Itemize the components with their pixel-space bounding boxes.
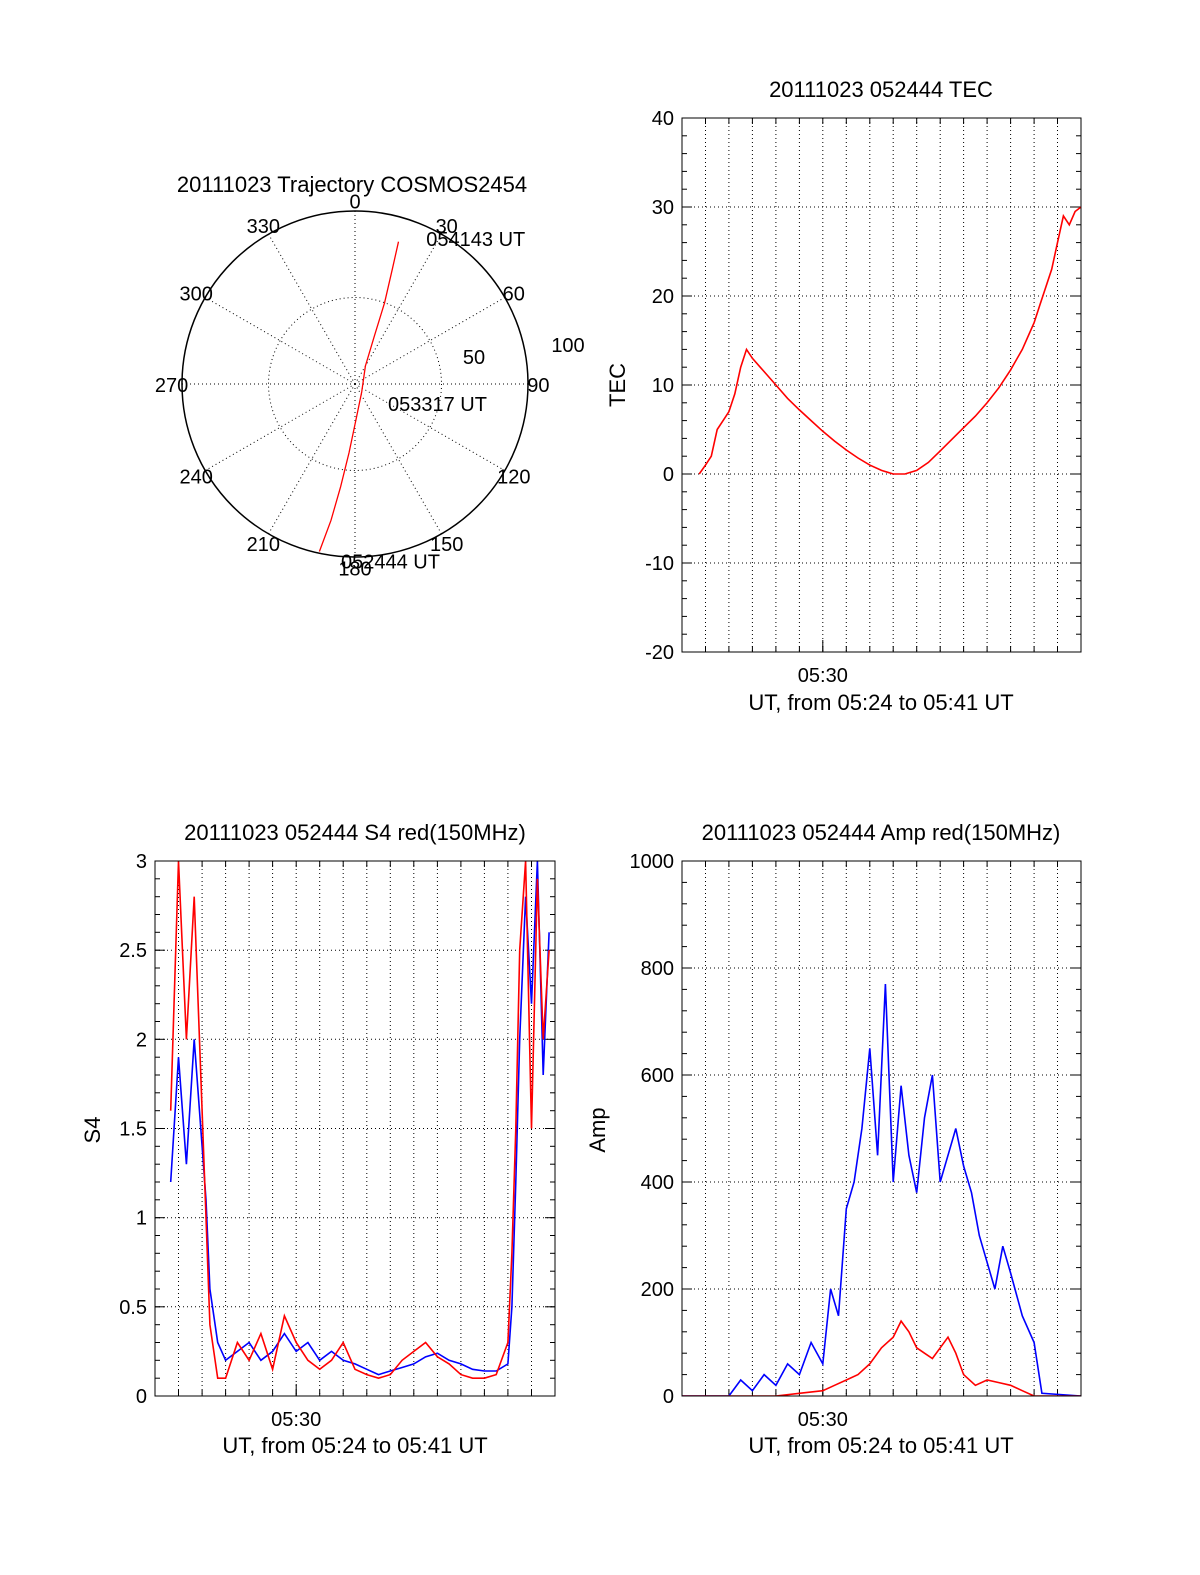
amp-series-line [682,1319,1081,1396]
s4-series-line [169,861,550,1376]
polar-title: 20111023 Trajectory COSMOS2454 [177,172,527,197]
tec-xlabel: UT, from 05:24 to 05:41 UT [748,690,1013,715]
s4-title: 20111023 052444 S4 red(150MHz) [184,820,526,845]
tec-ytick-label: -10 [645,553,674,575]
polar-trajectory-panel: 20111023 Trajectory COSMOS2454 0 30 60 90 12… [155,172,585,580]
tec-ytick-label: 10 [652,375,674,397]
amp-ytick-label: 1000 [630,851,675,873]
polar-angle-label: 30 [436,216,458,238]
trajectory-time-annotation: 054143 UT [426,229,525,251]
polar-angle-label: 0 [349,192,360,214]
trajectory-series-line [318,241,400,552]
amp-frame [681,860,1082,1397]
polar-spoke [204,383,356,471]
polar-spoke [354,233,442,385]
tec-ytick-label: -20 [645,642,674,664]
polar-angle-label: 300 [180,283,213,305]
amp-ylabel: Amp [585,1107,610,1152]
s4-series-line [169,861,550,1380]
polar-spoke [268,233,356,385]
polar-radial-label: 50 [463,347,485,369]
polar-spoke [354,383,506,471]
tec-ytick-label: 20 [652,286,674,308]
s4-ylabel: S4 [80,1117,105,1144]
s4-ytick-label: 1.5 [119,1119,147,1141]
polar-angle-label: 120 [497,467,530,489]
tec-ylabel: TEC [605,363,630,407]
trajectory-time-annotation: 052444 UT [341,552,440,574]
tec-ytick-label: 30 [652,197,674,219]
s4-ytick-label: 3 [136,851,147,873]
s4-xlabel: UT, from 05:24 to 05:41 UT [222,1433,487,1458]
trajectory-time-annotation: 053317 UT [388,394,487,416]
s4-ytick-label: 0 [136,1386,147,1408]
polar-spoke [204,297,356,385]
s4-panel: 20111023 052444 S4 red(150MHz) UT, from … [80,820,556,1458]
amp-xlabel: UT, from 05:24 to 05:41 UT [748,1433,1013,1458]
amp-ytick-label: 200 [641,1279,674,1301]
amp-series-line [682,983,1081,1396]
tec-panel: 20111023 052444 TEC UT, from 05:24 to 05… [605,77,1082,715]
amp-panel: 20111023 052444 Amp red(150MHz) UT, from… [585,820,1082,1458]
polar-angle-label: 180 [338,558,371,580]
s4-ytick-label: 2.5 [119,940,147,962]
polar-angle-label: 240 [180,467,213,489]
s4-ytick-label: 1 [136,1208,147,1230]
tec-ytick-label: 40 [652,108,674,130]
polar-angle-label: 210 [247,534,280,556]
polar-angle-label: 150 [430,534,463,556]
polar-outer-circle [181,210,529,558]
tec-title: 20111023 052444 TEC [769,77,993,102]
polar-angle-label: 270 [155,375,188,397]
polar-angle-label: 60 [503,283,525,305]
tec-ytick-label: 0 [663,464,674,486]
amp-ytick-label: 600 [641,1065,674,1087]
amp-ytick-label: 800 [641,958,674,980]
polar-spoke [354,297,506,385]
amp-title: 20111023 052444 Amp red(150MHz) [702,820,1061,845]
s4-ytick-label: 2 [136,1029,147,1051]
tec-xtick-label: 05:30 [798,665,848,687]
s4-xtick-label: 05:30 [271,1409,321,1431]
tec-frame [681,117,1082,653]
polar-angle-label: 90 [527,375,549,397]
amp-xtick-label: 05:30 [798,1409,848,1431]
polar-spoke [268,383,356,535]
amp-ytick-label: 400 [641,1172,674,1194]
polar-radial-label: 100 [551,335,584,357]
tec-series-line [698,206,1081,475]
polar-grid-circle [268,297,442,471]
s4-ytick-label: 0.5 [119,1297,147,1319]
s4-frame [154,860,556,1397]
polar-angle-label: 330 [247,216,280,238]
amp-ytick-label: 0 [663,1386,674,1408]
polar-spoke [354,383,442,535]
